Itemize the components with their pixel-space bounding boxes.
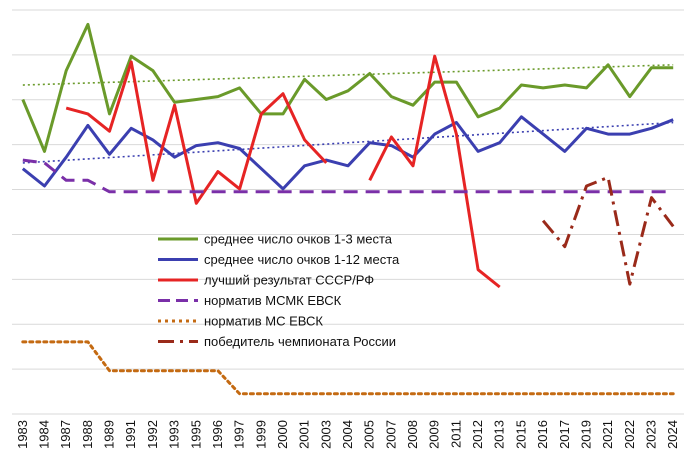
x-tick-label: 2009 xyxy=(427,420,442,449)
x-tick-label: 1987 xyxy=(58,420,73,449)
series-line-3 xyxy=(22,158,674,194)
x-tick-label: 1991 xyxy=(123,420,138,449)
x-tick-label: 2016 xyxy=(535,420,550,449)
legend-label: норматив МС ЕВСК xyxy=(204,314,323,329)
x-tick-label: 2017 xyxy=(557,420,572,449)
x-tick-label: 2024 xyxy=(665,420,680,449)
x-tick-label: 2003 xyxy=(318,420,333,449)
x-tick-label: 2008 xyxy=(405,420,420,449)
x-tick-label: 1983 xyxy=(15,420,30,449)
x-tick-label: 1996 xyxy=(210,420,225,449)
x-tick-label: 2012 xyxy=(470,420,485,449)
x-tick-label: 1989 xyxy=(102,420,117,449)
series-line-1 xyxy=(21,115,674,191)
x-tick-label: 2000 xyxy=(275,420,290,449)
legend-label: среднее число очков 1-3 места xyxy=(204,232,393,247)
x-tick-label: 2022 xyxy=(622,420,637,449)
x-tick-label: 2019 xyxy=(578,420,593,449)
series-line-0 xyxy=(21,22,674,153)
legend-label: норматив МСМК ЕВСК xyxy=(204,293,342,308)
x-tick-label: 2011 xyxy=(448,420,463,448)
x-tick-label: 1984 xyxy=(37,420,52,449)
x-tick-label: 2004 xyxy=(340,420,355,449)
x-tick-label: 2005 xyxy=(362,420,377,449)
x-tick-label: 1999 xyxy=(253,420,268,449)
x-tick-label: 1995 xyxy=(188,420,203,449)
x-axis-tick-labels: 1983 1984 1987 1988 1989 1991 1992 1993 1995 1996… xyxy=(15,420,680,449)
legend: среднее число очков 1-3 места среднее чис… xyxy=(158,232,400,349)
x-tick-label: 2007 xyxy=(383,420,398,449)
x-tick-label: 2023 xyxy=(643,420,658,449)
trendline-0 xyxy=(22,64,674,86)
series-line-4 xyxy=(21,340,675,396)
x-tick-label: 2015 xyxy=(513,420,528,449)
x-tick-label: 2013 xyxy=(492,420,507,449)
series-line-2 xyxy=(65,54,501,289)
x-tick-label: 2001 xyxy=(297,420,312,449)
trendline-1 xyxy=(22,121,674,164)
x-tick-label: 1992 xyxy=(145,420,160,449)
x-tick-label: 1997 xyxy=(232,420,247,449)
x-tick-label: 1988 xyxy=(80,420,95,449)
trendlines xyxy=(22,64,674,164)
x-tick-label: 1993 xyxy=(167,420,182,449)
legend-label: лучший результат СССР/РФ xyxy=(204,273,374,288)
series-line-5 xyxy=(541,175,675,286)
gridlines xyxy=(12,9,684,415)
x-tick-label: 2021 xyxy=(600,420,615,449)
legend-label: победитель чемпионата России xyxy=(204,334,396,349)
series-lines xyxy=(21,22,675,396)
legend-label: среднее число очков 1-12 места xyxy=(204,252,400,267)
